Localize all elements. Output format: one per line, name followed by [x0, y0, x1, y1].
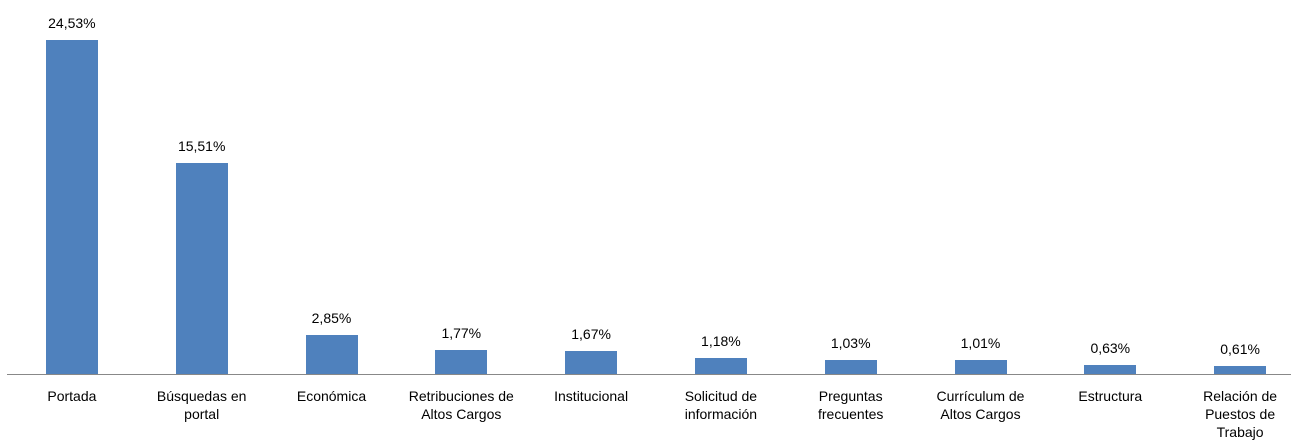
value-label: 0,63%	[1090, 340, 1131, 357]
bar	[565, 351, 618, 374]
value-label: 2,85%	[311, 310, 352, 327]
bar	[954, 360, 1007, 374]
value-label: 1,67%	[571, 326, 611, 343]
value-label: 24,53%	[48, 15, 96, 31]
bar	[175, 162, 228, 374]
bar	[305, 335, 358, 374]
bar	[694, 357, 747, 374]
x-tick-label: Preguntas frecuentes	[818, 388, 884, 422]
bar	[1084, 365, 1137, 374]
x-tick-label: Relación de Puestos de Trabajo	[1203, 388, 1278, 440]
value-label: 0,61%	[1220, 340, 1260, 357]
x-axis	[7, 374, 1291, 375]
value-label: 1,18%	[701, 332, 741, 349]
x-tick-label: Portada	[47, 388, 97, 404]
x-tick-label: Económica	[296, 388, 367, 404]
bar	[435, 349, 488, 374]
value-label: 15,51%	[177, 137, 226, 154]
bar	[45, 40, 98, 374]
bar	[1214, 365, 1267, 374]
x-tick-label: Estructura	[1078, 388, 1143, 404]
x-tick-label: Retribuciones de Altos Cargos	[408, 388, 514, 422]
x-tick-label: Institucional	[554, 388, 629, 404]
x-tick-label: Solicitud de información	[684, 388, 758, 422]
value-label: 1,01%	[960, 335, 1001, 352]
value-label: 1,77%	[441, 324, 482, 341]
x-tick-label: Currículum de Altos Cargos	[936, 388, 1025, 422]
value-label: 1,03%	[830, 334, 871, 351]
x-tick-label: Búsquedas en portal	[156, 388, 247, 422]
bar	[824, 359, 877, 374]
